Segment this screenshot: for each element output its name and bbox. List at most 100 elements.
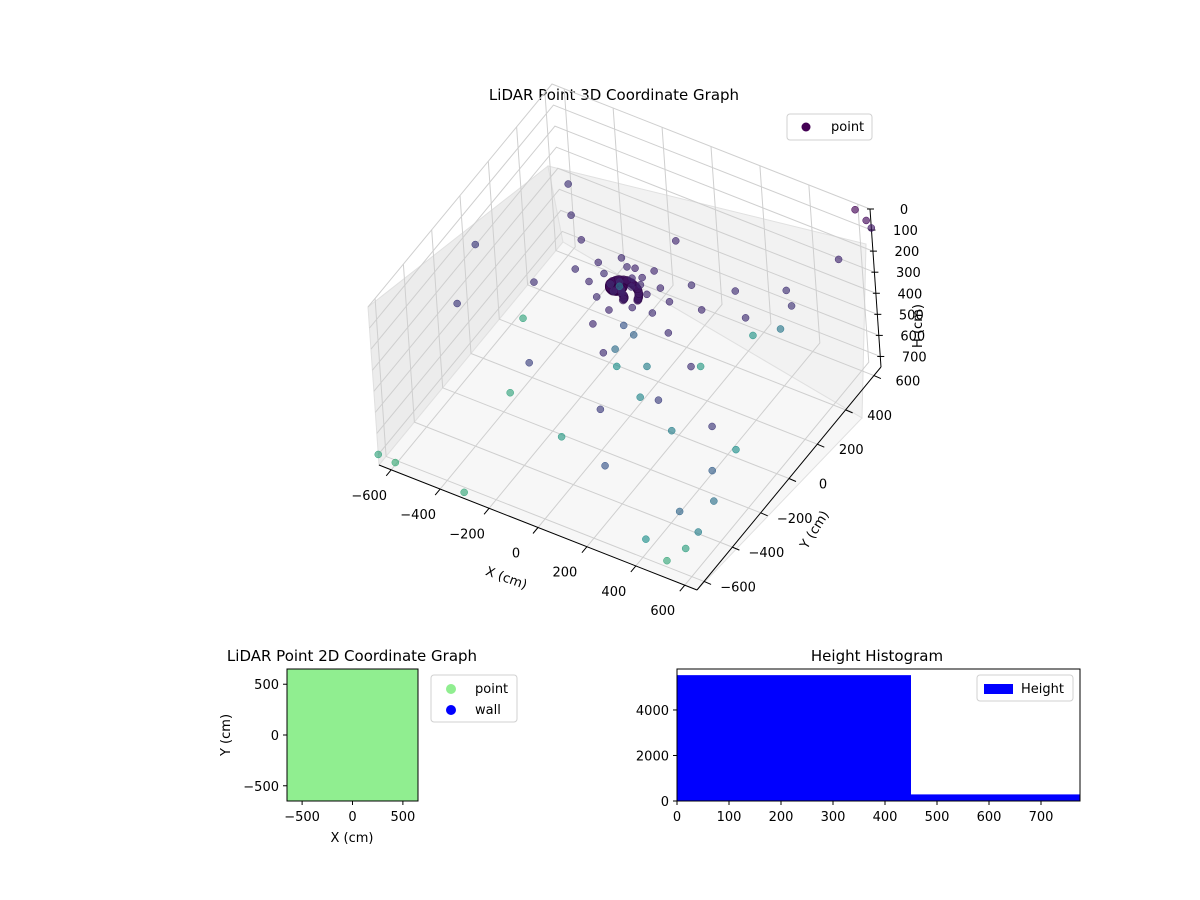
plot3d-point bbox=[599, 349, 608, 357]
plot3d-point bbox=[592, 293, 601, 301]
plot3d-x-tick bbox=[630, 565, 637, 573]
plot3d-point bbox=[664, 329, 673, 337]
plot3d-point bbox=[617, 254, 626, 262]
plot3d-gridline-y bbox=[431, 229, 761, 514]
plot3d-point bbox=[589, 320, 597, 328]
hist-y-tick-label: 2000 bbox=[636, 749, 669, 764]
plot3d-point bbox=[834, 255, 843, 264]
plot3d-point bbox=[643, 290, 651, 299]
plot2d-legend-point-marker bbox=[446, 684, 456, 694]
plot2d-y-tick-label: 0 bbox=[271, 729, 279, 744]
plot3d-y-tick-label: 400 bbox=[867, 409, 892, 424]
plot2d-x-label: X (cm) bbox=[331, 831, 374, 846]
plot3d-gridline-y bbox=[544, 92, 875, 377]
plot3d-point bbox=[710, 497, 718, 505]
plot3d-point bbox=[741, 314, 750, 322]
plot3d-axes: −600 −400 −200 0 200 400 600 −600 −400 −200 0 200 40… bbox=[351, 203, 926, 619]
plot3d-point bbox=[585, 277, 593, 286]
plot3d-y-tick bbox=[845, 409, 853, 414]
plot3d-point bbox=[782, 286, 791, 295]
plot3d-gridline-y bbox=[516, 126, 846, 411]
plot3d-point bbox=[749, 331, 757, 340]
plot3d-title: LiDAR Point 3D Coordinate Graph bbox=[489, 86, 739, 104]
plot3d-y-tick bbox=[703, 580, 712, 585]
plot3d-z-tick-label: 700 bbox=[902, 350, 927, 365]
plot3d-point bbox=[663, 556, 671, 565]
plot3d-gridline-x bbox=[586, 165, 772, 548]
plot3d-point bbox=[606, 280, 615, 288]
plot2d-x-tick-label: −500 bbox=[284, 810, 320, 825]
hist-x-tick-label: 300 bbox=[821, 810, 846, 825]
plot3d-gridline-z bbox=[374, 188, 878, 413]
plot3d-gridline-x bbox=[684, 204, 870, 586]
plot3d-z-tick-label: 200 bbox=[895, 245, 920, 260]
plot3d-point bbox=[615, 282, 624, 291]
plot3d-point bbox=[654, 396, 663, 404]
plot3d-point bbox=[671, 237, 680, 245]
hist-legend: Height bbox=[976, 674, 1074, 702]
plot3d-point bbox=[731, 287, 740, 295]
plot3d-z-tick-label: 500 bbox=[899, 308, 924, 323]
plot3d-point bbox=[636, 281, 645, 289]
plot3d-point bbox=[571, 265, 580, 273]
plot3d-point bbox=[601, 462, 609, 470]
plot3d-y-tick-label: 200 bbox=[839, 443, 864, 458]
plot3d-point bbox=[628, 303, 637, 312]
plot3d-x-label: X (cm) bbox=[483, 564, 529, 593]
plot3d-point bbox=[506, 388, 514, 397]
plot3d-point bbox=[564, 180, 572, 188]
plot3d-point bbox=[600, 269, 608, 278]
plot3d-x-tick bbox=[532, 527, 539, 534]
plot3d-point bbox=[619, 321, 628, 330]
plot2d-x-tick-label: 500 bbox=[390, 810, 415, 825]
hist-y-tick-label: 0 bbox=[661, 795, 669, 810]
plot3d-z-tick-label: 600 bbox=[900, 329, 925, 344]
hist-x-tick-label: 500 bbox=[925, 810, 950, 825]
plot3d-point bbox=[694, 528, 703, 536]
hist-axes: 0 100 200 300 400 500 600 700 0 2000 4000 bbox=[636, 704, 1054, 825]
plot3d-point bbox=[567, 211, 575, 219]
plot3d-gridline-z bbox=[369, 104, 872, 329]
plot3d-point bbox=[609, 287, 618, 295]
hist-bar bbox=[911, 794, 1080, 801]
plot3d-point bbox=[665, 298, 674, 306]
plot3d-gridline-x bbox=[537, 146, 723, 528]
plot3d-x-tick-label: −600 bbox=[351, 489, 387, 504]
plot3d-point bbox=[696, 362, 705, 371]
plot3d-x-tick-label: 400 bbox=[601, 585, 626, 600]
plot2d-legend: point wall bbox=[430, 674, 518, 723]
plot3d-point bbox=[605, 306, 613, 314]
plot3d-z-tick-label: 400 bbox=[897, 287, 922, 302]
hist-x-tick-label: 200 bbox=[769, 810, 794, 825]
plot3d-point bbox=[787, 302, 796, 310]
plot3d-z-axis-line bbox=[869, 208, 882, 368]
plot3d-point bbox=[862, 216, 870, 225]
plot3d-point bbox=[594, 258, 603, 267]
hist-legend-swatch bbox=[984, 684, 1013, 694]
plot3d-gridline-y bbox=[487, 161, 818, 445]
hist-x-tick-label: 400 bbox=[873, 810, 898, 825]
plot2d-point-region bbox=[287, 669, 418, 801]
plot2d-legend-wall-marker bbox=[446, 705, 456, 715]
plot3d-point bbox=[611, 345, 619, 353]
plot3d-legend-label: point bbox=[831, 120, 864, 135]
plot3d-point bbox=[638, 273, 646, 282]
plot3d-y-tick bbox=[760, 512, 768, 517]
plot3d-z-tick-label: 0 bbox=[900, 203, 908, 218]
plot3d-point bbox=[636, 393, 644, 401]
plot3d-gridline-z bbox=[377, 230, 881, 455]
plot3d-grid bbox=[367, 83, 881, 586]
plot3d-legend-marker bbox=[801, 122, 811, 132]
plot3d-gridline-y bbox=[374, 298, 705, 582]
plot3d-point bbox=[471, 240, 480, 249]
plot3d-point bbox=[530, 278, 538, 286]
plot3d-y-tick-label: −400 bbox=[749, 546, 785, 561]
hist-x-tick-label: 600 bbox=[977, 810, 1002, 825]
plot3d-point bbox=[681, 544, 690, 553]
plot2d-legend-wall-label: wall bbox=[475, 703, 501, 718]
plot3d-gridline-z bbox=[372, 146, 875, 371]
plot3d-point bbox=[687, 281, 696, 289]
hist-x-tick-label: 0 bbox=[673, 810, 681, 825]
plot3d-gridline-x bbox=[488, 127, 674, 509]
plot3d-y-tick-label: −200 bbox=[777, 512, 813, 527]
